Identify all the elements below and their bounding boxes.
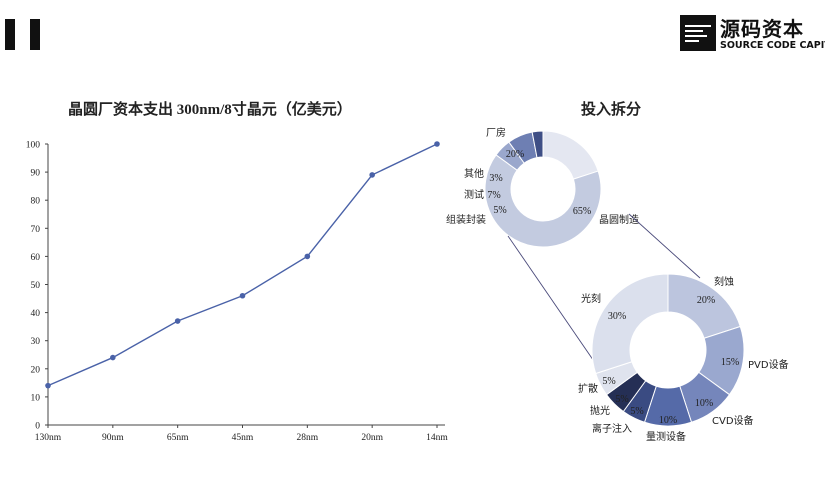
bottom-donut-slice-label: 刻蚀	[714, 275, 734, 288]
bottom-donut-value-label: 10%	[659, 415, 677, 426]
top-donut-slice-label: 测试	[464, 188, 484, 201]
y-tick-label: 80	[31, 197, 41, 207]
y-tick-label: 30	[31, 337, 41, 347]
data-point	[304, 253, 311, 260]
logo-mark-icon	[680, 15, 716, 51]
y-tick-label: 70	[31, 225, 41, 235]
top-donut-slice	[484, 154, 602, 248]
bottom-donut-value-label: 5%	[602, 376, 615, 387]
connector-line	[507, 235, 601, 371]
data-point	[110, 354, 116, 361]
bottom-donut-slice-label: PVD设备	[748, 358, 789, 371]
top-donut-slice-label: 晶圆制造	[599, 213, 639, 226]
x-tick-label: 14nm	[426, 433, 448, 443]
data-point	[434, 141, 440, 147]
data-point	[369, 172, 375, 178]
y-tick-label: 40	[31, 309, 41, 319]
bottom-donut-value-label: 15%	[721, 357, 739, 368]
bottom-donut-value-label: 20%	[697, 295, 715, 306]
x-tick-label: 130nm	[35, 433, 62, 443]
y-tick-label: 0	[35, 422, 40, 432]
top-donut-slice	[542, 130, 599, 180]
connector-line	[628, 213, 701, 279]
x-tick-label: 28nm	[297, 433, 319, 443]
line-chart-title: 晶圆厂资本支出 300nm/8寸晶元（亿美元）	[68, 102, 352, 118]
pie-chart-title: 投入拆分	[581, 102, 642, 118]
data-point	[45, 382, 51, 389]
x-tick-label: 65nm	[167, 433, 189, 443]
top-donut-slice-label: 其他	[464, 167, 484, 180]
logo-name-cn: 源码资本	[720, 17, 804, 41]
series-line	[47, 143, 438, 387]
logo: 源码资本 SOURCE CODE CAPITAL	[680, 15, 825, 55]
y-tick-label: 50	[31, 281, 41, 291]
bottom-donut-value-label: 5%	[615, 394, 628, 405]
x-tick-label: 90nm	[102, 433, 124, 443]
data-point	[174, 318, 181, 324]
bottom-donut-value-label: 30%	[608, 311, 626, 322]
bottom-donut-slice-label: 光刻	[581, 292, 601, 305]
top-donut-value-label: 3%	[489, 173, 502, 184]
bottom-donut-slice-label: 离子注入	[592, 422, 632, 435]
bottom-donut-value-label: 5%	[630, 406, 643, 417]
x-tick-label: 20nm	[361, 433, 383, 443]
top-donut-slice-label: 组装封装	[446, 213, 486, 226]
top-donut-slice	[531, 130, 544, 159]
top-donut-value-label: 7%	[487, 190, 500, 201]
bottom-donut-slice-label: 量测设备	[646, 430, 686, 443]
y-tick-label: 100	[26, 141, 41, 151]
logo-name-en: SOURCE CODE CAPITAL	[720, 40, 825, 51]
top-donut-slice-label: 厂房	[486, 126, 506, 139]
top-donut-value-label: 20%	[506, 149, 524, 160]
x-tick-label: 45nm	[232, 433, 254, 443]
bottom-donut-slice	[591, 273, 669, 375]
data-point	[239, 292, 246, 299]
y-tick-label: 60	[31, 253, 41, 263]
y-tick-label: 10	[31, 393, 41, 403]
bottom-donut-slice-label: 扩散	[578, 382, 598, 395]
top-donut-value-label: 5%	[493, 205, 506, 216]
y-tick-label: 90	[31, 169, 41, 179]
top-donut-value-label: 65%	[573, 206, 591, 217]
bottom-donut-slice-label: 抛光	[590, 404, 610, 417]
y-tick-label: 20	[31, 365, 41, 375]
bottom-donut-slice-label: CVD设备	[712, 414, 754, 427]
header-bar-right	[30, 19, 40, 50]
header-bar-left	[5, 19, 15, 50]
bottom-donut-value-label: 10%	[695, 398, 713, 409]
